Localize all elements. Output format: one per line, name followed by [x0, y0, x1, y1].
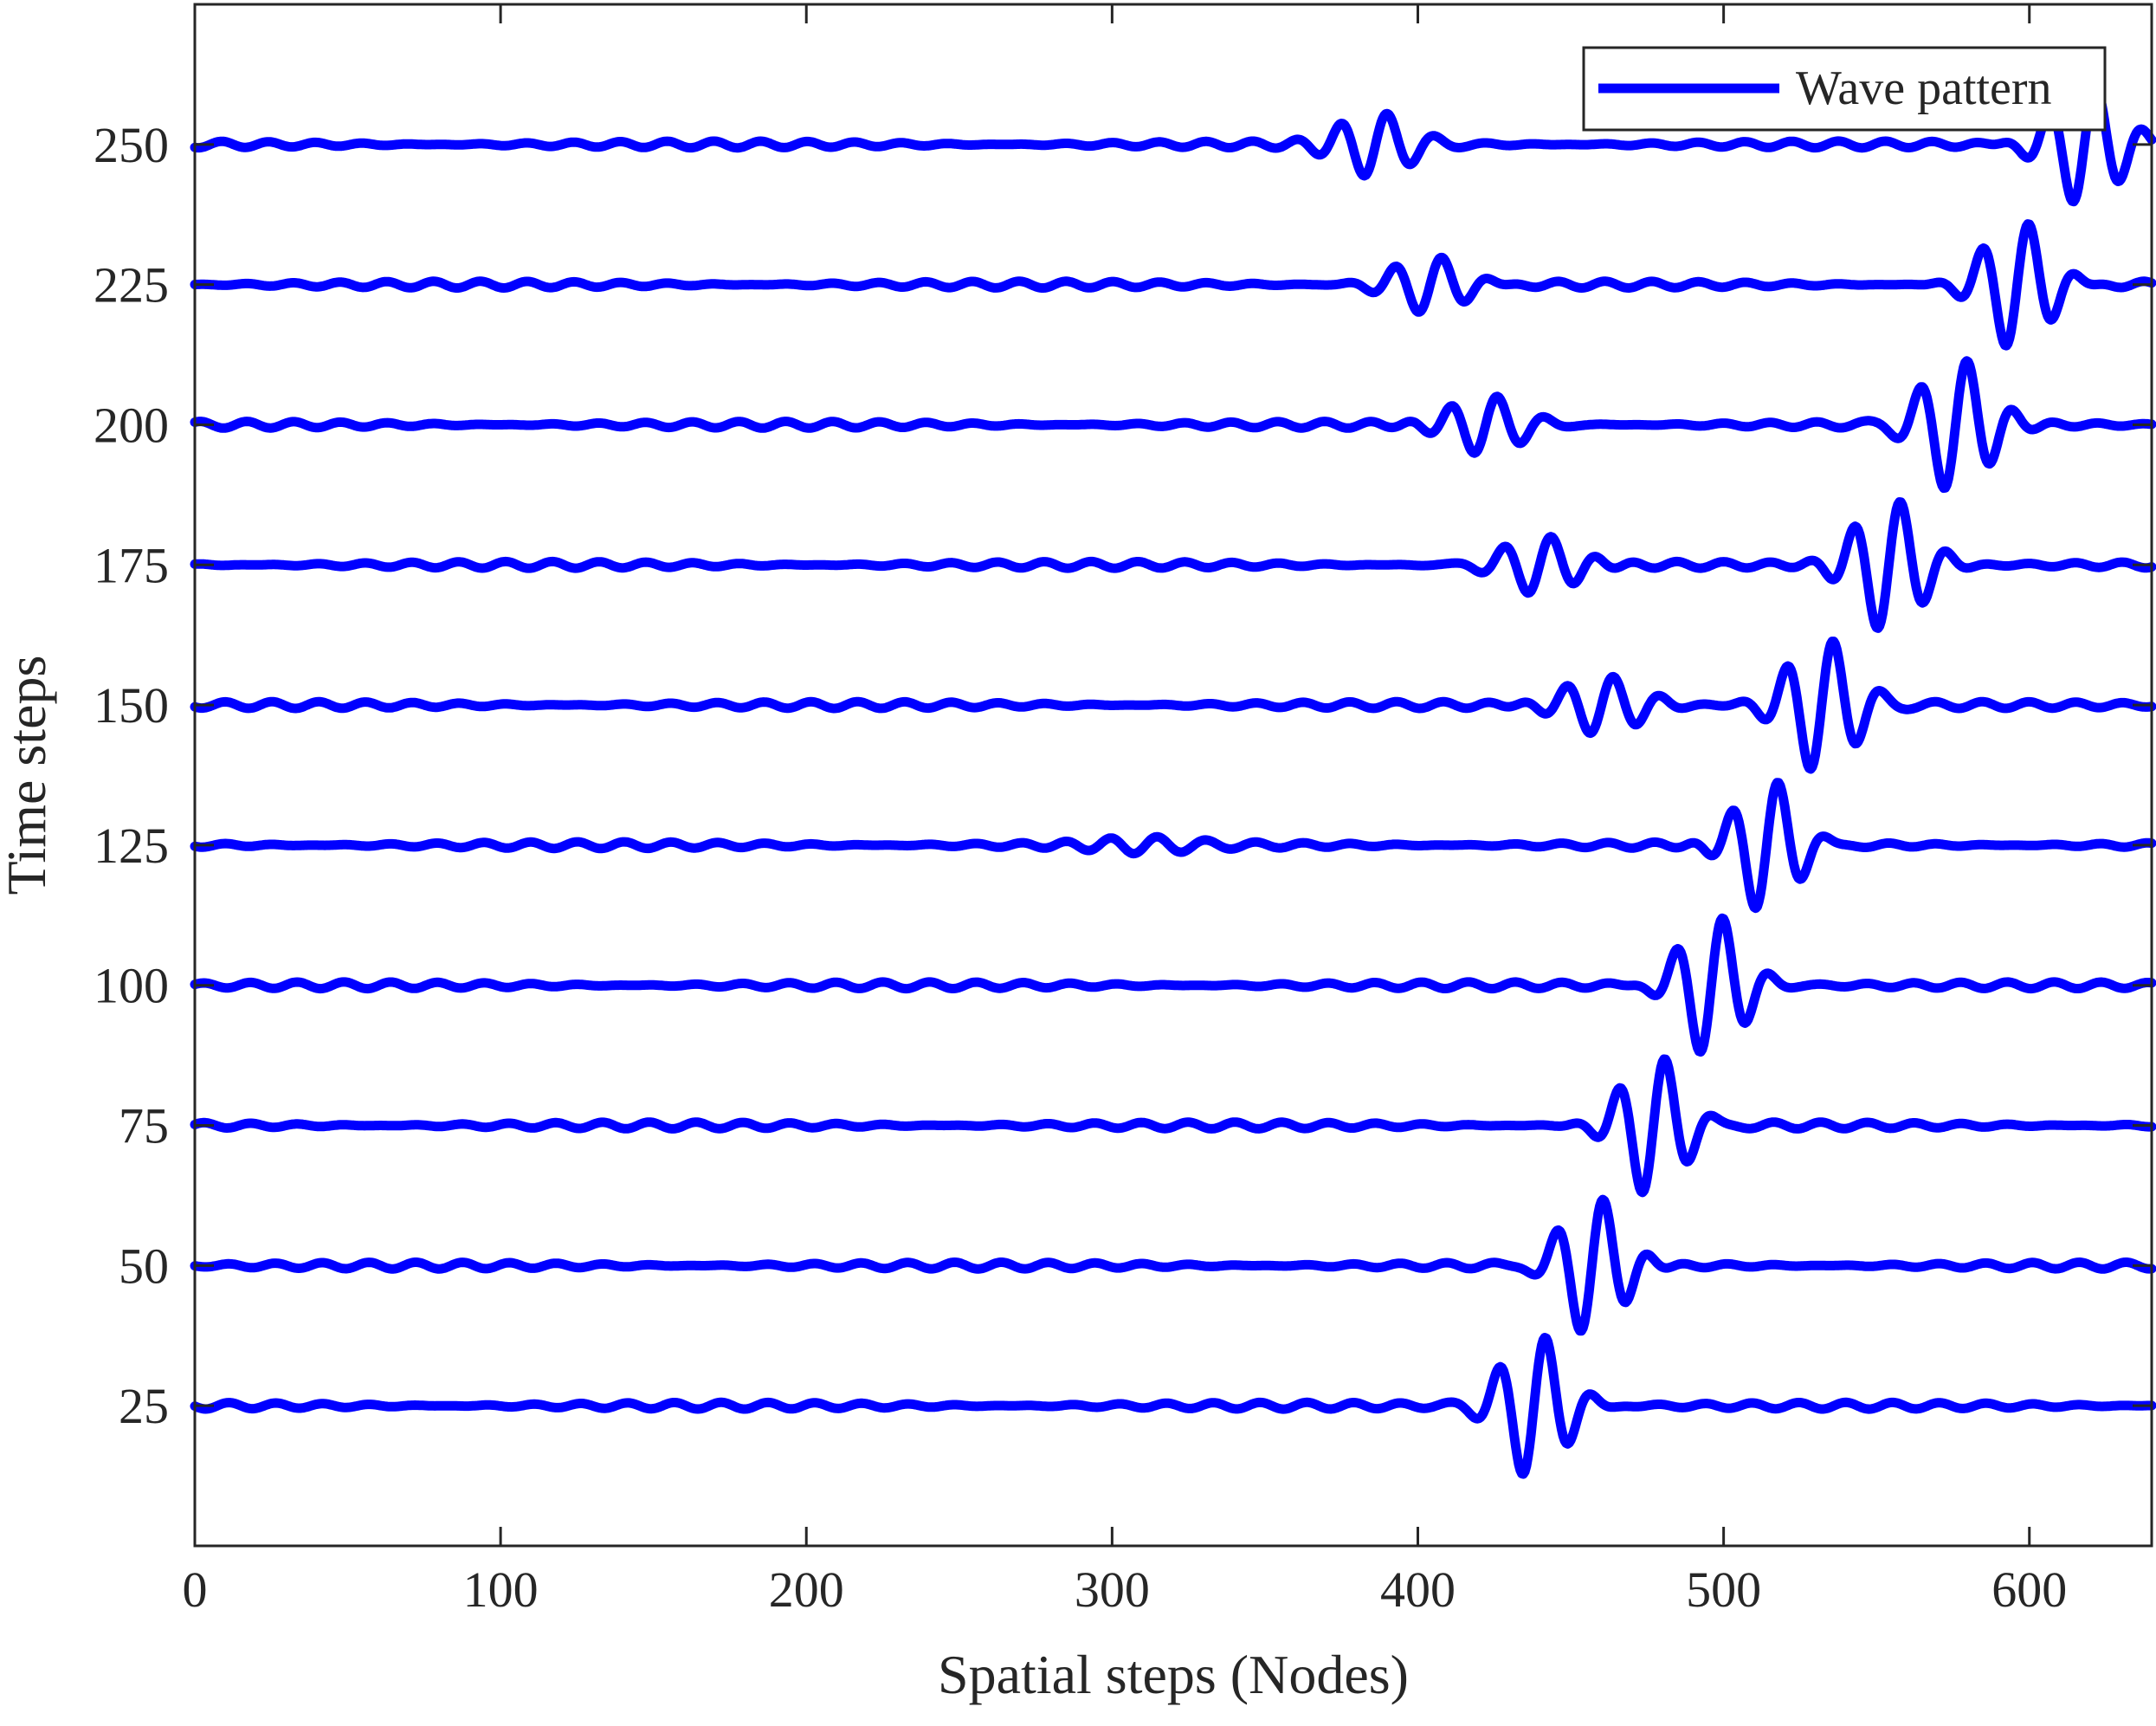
wave-trace-175 [190, 497, 2156, 633]
traces-layer [190, 82, 2156, 1479]
y-tick-label: 225 [94, 257, 169, 314]
y-tick-label: 250 [94, 117, 169, 173]
x-tick-label: 0 [183, 1561, 208, 1618]
wave-trace-50 [190, 1194, 2156, 1336]
y-tick-label: 150 [94, 677, 169, 734]
plot-frame [193, 3, 2153, 1548]
y-tick-label: 125 [94, 818, 169, 874]
wave-trace-25 [190, 1333, 2156, 1479]
y-tick-label: 175 [94, 537, 169, 593]
wave-trace-250 [190, 82, 2156, 207]
wave-trace-225 [190, 219, 2156, 351]
wave-trace-100 [190, 913, 2156, 1057]
x-axis-label: Spatial steps (Nodes) [938, 1644, 1409, 1705]
wave-trace-75 [190, 1054, 2156, 1198]
x-tick-label: 400 [1380, 1561, 1456, 1618]
x-tick-label: 600 [1991, 1561, 2067, 1618]
x-tick-label: 100 [463, 1561, 539, 1618]
y-tick-label: 75 [119, 1098, 169, 1154]
y-tick-label: 100 [94, 958, 169, 1014]
legend: Wave pattern [1582, 46, 2107, 132]
x-tick-label: 500 [1686, 1561, 1761, 1618]
wave-trace-150 [190, 637, 2156, 774]
wave-trace-125 [190, 778, 2156, 914]
x-tick-label: 300 [1075, 1561, 1150, 1618]
legend-label: Wave pattern [1796, 61, 2052, 115]
y-tick-label: 50 [119, 1238, 169, 1294]
wave-trace-200 [190, 356, 2156, 494]
y-tick-label: 25 [119, 1378, 169, 1434]
y-tick-label: 200 [94, 397, 169, 453]
ticks-layer: 0 100 200 300 400 500 600 25 50 75 100 125 150 175 200… [94, 4, 2152, 1618]
y-axis-label: Time steps [0, 656, 57, 895]
x-tick-label: 200 [769, 1561, 844, 1618]
